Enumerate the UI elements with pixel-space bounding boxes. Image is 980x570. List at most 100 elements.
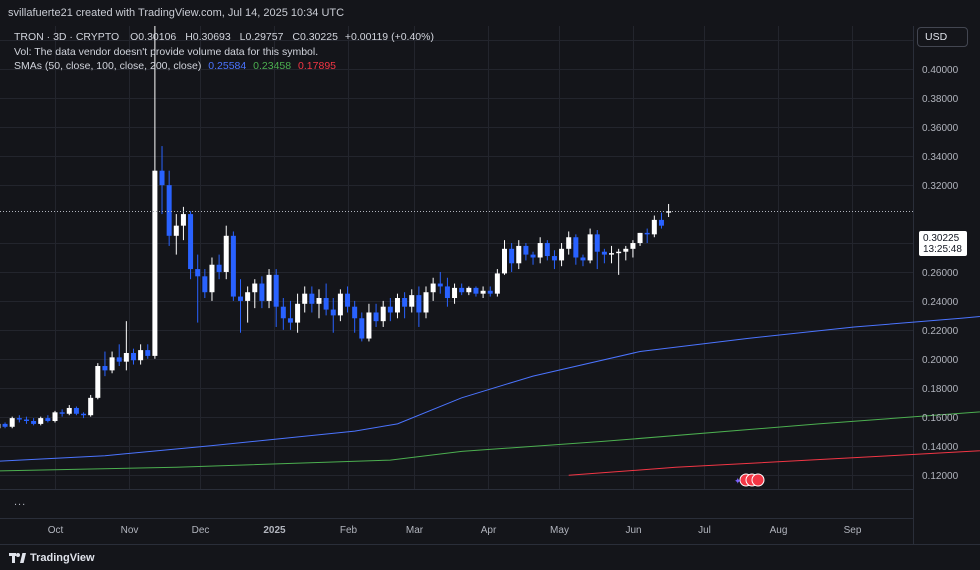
candle[interactable] [109,351,115,374]
candle[interactable] [123,321,129,371]
candle[interactable] [88,394,94,417]
flag-icon[interactable]: ✦ [734,473,765,487]
candle[interactable] [173,214,179,255]
price-axis[interactable]: 0.420000.400000.380000.360000.340000.320… [922,36,959,482]
candle[interactable] [658,212,664,229]
candle[interactable] [373,303,379,327]
candle[interactable] [202,269,208,299]
candle[interactable] [238,279,244,333]
candle[interactable] [530,251,536,265]
candle[interactable] [402,292,408,319]
candle[interactable] [666,203,672,217]
candle[interactable] [130,348,136,365]
candle[interactable] [394,293,400,319]
candle[interactable] [537,237,543,264]
candle[interactable] [287,300,293,330]
candle[interactable] [145,344,151,359]
candle[interactable] [216,254,222,280]
candle[interactable] [116,344,122,367]
candle[interactable] [345,286,351,313]
candle[interactable] [601,248,607,264]
time-axis[interactable]: Oct Nov Dec 2025 Feb Mar Apr May Jun Jul Aug Sep [48,525,862,536]
candle[interactable] [616,248,622,275]
candle[interactable] [387,298,393,322]
chart-legend[interactable]: TRON · 3D · CRYPTO O0.30106 H0.30693 L0.… [14,30,434,74]
candle[interactable] [587,228,593,264]
candle[interactable] [245,286,251,323]
candle[interactable] [23,416,29,424]
candle[interactable] [380,300,386,327]
candle[interactable] [159,146,165,215]
candle[interactable] [223,225,229,280]
symbol-ohlc-row[interactable]: TRON · 3D · CRYPTO O0.30106 H0.30693 L0.… [14,30,434,45]
candle[interactable] [359,312,365,342]
candle[interactable] [280,298,286,330]
candle[interactable] [66,405,72,416]
candle[interactable] [623,245,629,261]
candle[interactable] [366,303,372,342]
candle[interactable] [559,243,565,267]
candle[interactable] [152,26,158,359]
candle[interactable] [273,269,279,327]
candle[interactable] [473,286,479,297]
candle[interactable] [209,257,215,301]
candle[interactable] [494,269,500,297]
candle[interactable] [480,286,486,299]
candle[interactable] [630,240,636,258]
candle[interactable] [437,271,443,294]
currency-button[interactable]: USD [917,27,968,47]
candle[interactable] [430,277,436,301]
candle[interactable] [423,286,429,319]
candle[interactable] [516,240,522,270]
candle[interactable] [302,286,308,313]
candle[interactable] [316,289,322,319]
candle[interactable] [651,215,657,238]
candle[interactable] [195,254,201,323]
candle[interactable] [188,211,194,280]
candle[interactable] [252,279,258,309]
candle[interactable] [9,416,15,429]
candle[interactable] [609,245,615,264]
candle[interactable] [259,276,265,309]
candle[interactable] [459,283,465,296]
candle[interactable] [59,409,65,417]
candle[interactable] [644,228,650,244]
tradingview-logo[interactable]: TradingView [9,552,95,564]
candle[interactable] [45,415,51,423]
more-options-dots[interactable]: ... [14,496,27,508]
candle[interactable] [31,418,37,426]
candle[interactable] [38,416,44,426]
candles[interactable] [0,26,672,437]
candle[interactable] [573,234,579,265]
candle[interactable] [102,351,108,377]
candle[interactable] [323,283,329,316]
candle[interactable] [95,363,101,400]
sma-row[interactable]: SMAs (50, close, 100, close, 200, close)… [14,59,434,74]
candle[interactable] [487,286,493,297]
candle[interactable] [330,298,336,333]
candle[interactable] [337,289,343,322]
candle[interactable] [523,243,529,261]
candle[interactable] [52,410,58,423]
candle[interactable] [138,344,144,365]
candle[interactable] [73,406,79,416]
candle[interactable] [544,240,550,261]
candle[interactable] [551,250,557,270]
candle[interactable] [580,254,586,267]
candle[interactable] [637,232,643,246]
candle[interactable] [295,293,301,333]
candle[interactable] [166,170,172,246]
candle[interactable] [352,300,358,333]
candle[interactable] [509,243,515,272]
candle[interactable] [180,206,186,241]
candle[interactable] [566,231,572,255]
candle[interactable] [309,286,315,313]
sma-label[interactable]: SMAs (50, close, 100, close, 200, close) [14,60,202,72]
candle[interactable] [444,277,450,307]
candle[interactable] [16,415,22,423]
candle[interactable] [416,286,422,327]
candle[interactable] [466,286,472,296]
candle[interactable] [409,289,415,313]
